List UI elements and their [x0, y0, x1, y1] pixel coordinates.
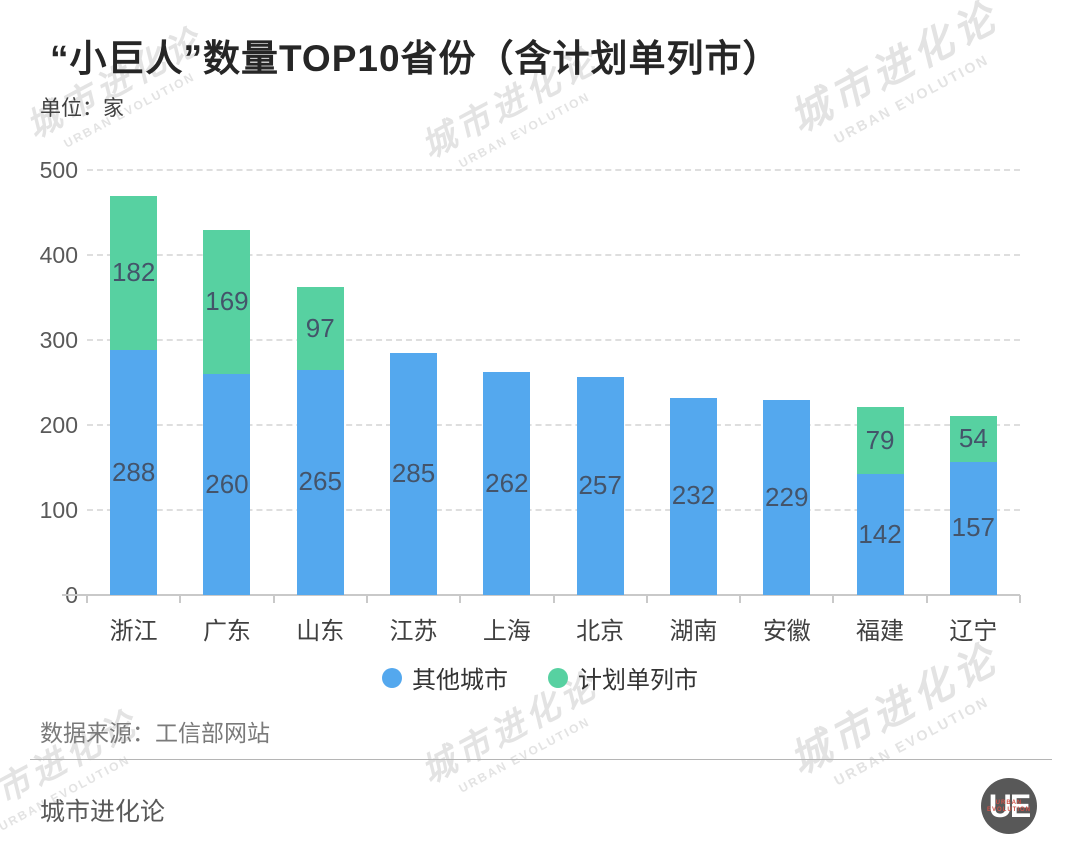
- legend-item-other-cities: 其他城市: [382, 660, 508, 695]
- bar-segment: [856, 474, 904, 595]
- chart-legend: 其他城市 计划单列市: [0, 660, 1080, 695]
- x-axis-tick: [552, 595, 555, 603]
- legend-item-planned-cities: 计划单列市: [548, 660, 698, 695]
- footer-divider: [30, 759, 1052, 760]
- unit-label: 单位：家: [40, 97, 124, 120]
- gridline: [87, 424, 1020, 426]
- data-source-note: 数据来源：工信部网站: [40, 720, 270, 746]
- ue-logo-letters: UE: [988, 788, 1031, 824]
- x-axis-category-label: 山东: [296, 618, 345, 645]
- x-axis-tick: [459, 595, 462, 603]
- bar-value-label: 169: [205, 286, 249, 317]
- x-axis-tick: [86, 595, 88, 603]
- x-axis-tick: [365, 595, 368, 603]
- bar-value-label: 232: [671, 480, 716, 511]
- bar-segment: [110, 350, 158, 595]
- x-axis-line: [62, 594, 1020, 596]
- x-axis-category-label: 江苏: [389, 618, 438, 645]
- y-axis-tick-label: 100: [39, 497, 78, 523]
- x-axis-tick: [272, 595, 275, 603]
- gridline: [87, 509, 1020, 511]
- y-axis-tick-label: 200: [39, 412, 78, 438]
- legend-dot-green-icon: [548, 667, 568, 688]
- bar-segment: [296, 369, 344, 595]
- legend-label: 其他城市: [412, 667, 508, 694]
- ue-logo-caption: URBAN EVOLUTION: [981, 800, 1037, 814]
- bar-segment: [390, 352, 438, 595]
- bar-value-label: 260: [205, 468, 249, 499]
- y-axis-tick-label: 400: [39, 242, 78, 268]
- x-axis-tick: [739, 595, 742, 603]
- bar-value-label: 79: [865, 424, 895, 455]
- x-axis-tick: [925, 595, 928, 603]
- ue-logo-caption-line1: URBAN: [995, 800, 1023, 806]
- bar-value-label: 229: [765, 481, 809, 512]
- ue-logo-caption-line2: EVOLUTION: [986, 807, 1031, 813]
- bar-value-label: 285: [391, 457, 436, 488]
- brand-name: 城市进化论: [40, 798, 166, 826]
- x-axis-category-label: 安徽: [762, 618, 811, 645]
- x-axis-category-label: 浙江: [109, 618, 158, 645]
- y-axis-tick-label: 500: [39, 157, 78, 183]
- x-axis-tick: [832, 595, 835, 603]
- bar-value-label: 262: [485, 467, 529, 498]
- bar-segment: [110, 195, 158, 351]
- x-axis-tick: [179, 595, 182, 603]
- bar-segment: [949, 461, 997, 595]
- bar-value-label: 257: [578, 469, 622, 500]
- x-axis-category-label: 上海: [482, 618, 531, 645]
- y-axis-tick-label: 300: [39, 327, 78, 353]
- bar-segment: [763, 400, 811, 595]
- x-axis-category-label: 湖南: [669, 618, 718, 645]
- bar-value-label: 288: [111, 456, 156, 487]
- x-axis-category-label: 广东: [202, 618, 251, 645]
- x-axis-tick: [645, 595, 648, 603]
- legend-dot-blue-icon: [382, 667, 402, 688]
- bar-segment: [576, 376, 624, 595]
- chart-title: “小巨人”数量TOP10省份（含计划单列市）: [50, 38, 781, 79]
- bar-value-label: 142: [858, 518, 902, 549]
- bar-segment: [949, 415, 997, 462]
- bar-segment: [296, 287, 344, 370]
- gridline: [87, 339, 1020, 341]
- bar-segment: [203, 230, 251, 374]
- x-axis-tick: [1019, 595, 1021, 603]
- bar-segment: [856, 407, 904, 475]
- x-axis-category-label: 北京: [576, 618, 625, 645]
- bar-value-label: 265: [298, 466, 342, 497]
- bar-segment: [669, 397, 717, 595]
- legend-label: 计划单列市: [578, 667, 698, 694]
- ue-logo: UE URBAN EVOLUTION: [981, 778, 1037, 834]
- bar-value-label: 157: [951, 512, 996, 543]
- bar-segment: [203, 374, 251, 595]
- bar-value-label: 54: [958, 422, 988, 453]
- bar-value-label: 182: [111, 256, 156, 287]
- x-axis-category-label: 福建: [856, 618, 905, 645]
- x-axis-category-label: 辽宁: [949, 618, 998, 645]
- bar-value-label: 97: [305, 312, 335, 343]
- gridline: [87, 254, 1020, 256]
- bar-segment: [483, 372, 531, 595]
- gridline: [87, 169, 1020, 171]
